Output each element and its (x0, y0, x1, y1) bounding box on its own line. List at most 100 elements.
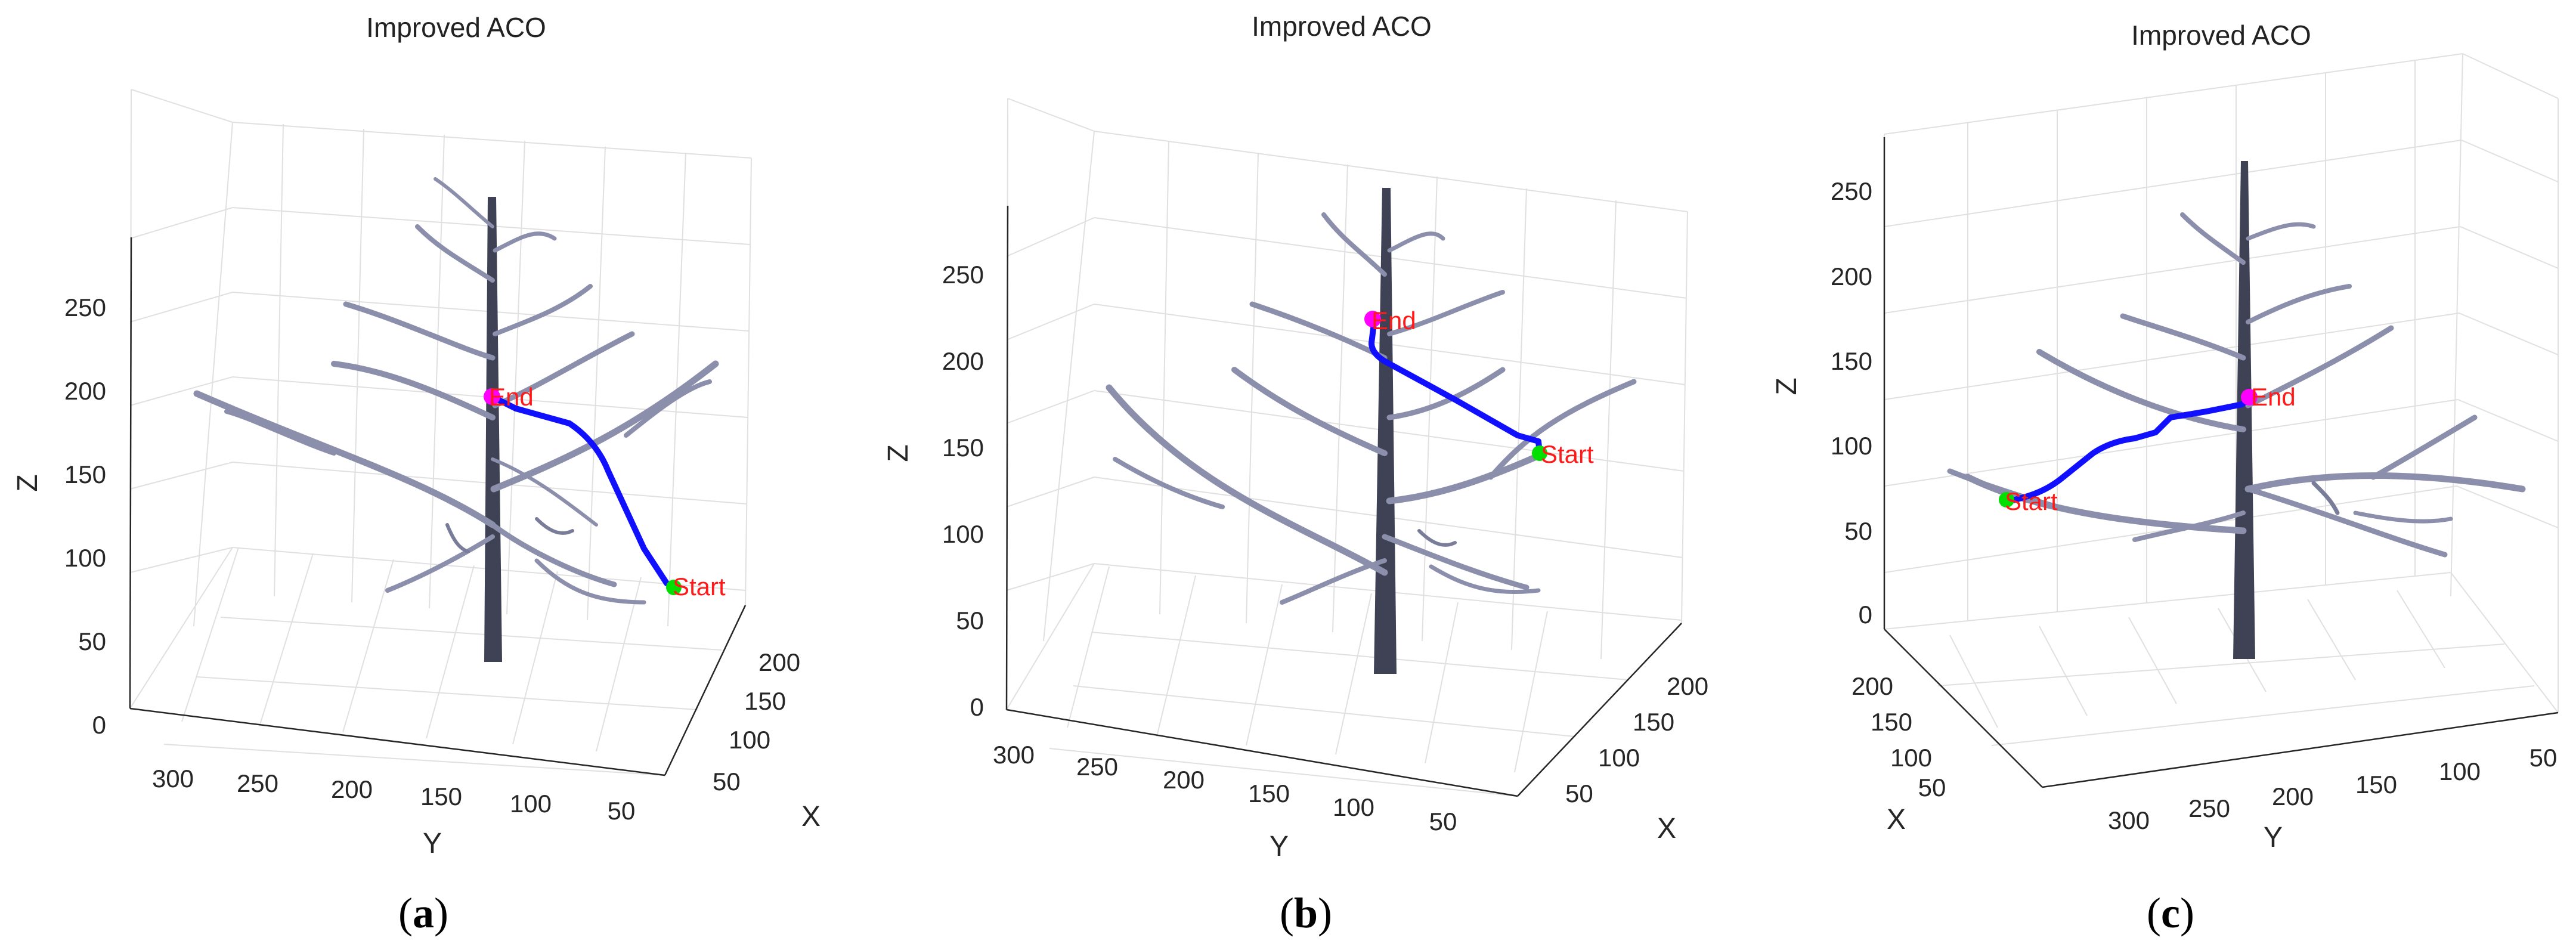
caption-a: (a) (398, 889, 448, 937)
panel-c-y-tick: 150 (2355, 770, 2397, 799)
panel-b-tree (1106, 188, 1637, 674)
panel-b-x-tick: 100 (1598, 744, 1640, 772)
panel-c-z-tick: 250 (1831, 177, 1872, 205)
panel-b-y-tick: 100 (1333, 793, 1374, 821)
panel-b-z-tick: 0 (970, 693, 984, 721)
panel-a-y-ticks: 300 250 200 150 100 50 (152, 765, 635, 825)
panel-c-start-label: Start (2005, 487, 2058, 515)
panel-a-start-label: Start (673, 573, 726, 601)
panel-c-axes (1883, 137, 2559, 788)
panel-c-x-tick: 150 (1871, 708, 1912, 736)
caption-c: (c) (2147, 889, 2194, 937)
panel-b-y-tick: 300 (993, 741, 1035, 769)
panel-a-end-label: End (489, 383, 534, 411)
panel-b-z-label: Z (883, 444, 914, 462)
panel-c-x-tick: 50 (1918, 773, 1946, 802)
panel-c-y-tick: 250 (2188, 794, 2230, 822)
panel-a-z-tick: 200 (64, 377, 106, 405)
panel-b-y-tick: 150 (1248, 779, 1290, 807)
panel-c-end-marker (2241, 389, 2258, 406)
panel-b-start-marker (1532, 445, 1547, 461)
panel-b-end-marker (1364, 311, 1381, 327)
panel-a-x-tick: 150 (744, 687, 786, 715)
panel-c-title: Improved ACO (2131, 20, 2311, 51)
panel-b-start-label: Start (1541, 440, 1594, 468)
panel-c-x-tick: 100 (1890, 744, 1932, 772)
panel-c-x-tick: 200 (1852, 672, 1893, 700)
panel-c-x-ticks: 200 150 100 50 (1852, 672, 1946, 802)
panel-b-x-ticks: 50 100 150 200 (1565, 672, 1708, 807)
panel-a-tree (193, 177, 719, 662)
panel-c-y-tick: 50 (2529, 744, 2558, 772)
panel-b-title: Improved ACO (1252, 11, 1432, 42)
panel-b-y-label: Y (1270, 831, 1289, 862)
panel-b-x-tick: 150 (1633, 708, 1674, 736)
panel-c-start-marker (1999, 492, 2014, 508)
panel-a-axes (129, 237, 747, 776)
panel-c-y-tick: 300 (2108, 806, 2150, 834)
panel-a-z-ticks: 0 50 100 150 200 250 (64, 293, 106, 739)
panel-b-x-tick: 200 (1667, 672, 1708, 700)
panel-b: Improved ACO (883, 11, 1708, 862)
panel-a-y-label: Y (423, 828, 442, 859)
panel-c-grid (1884, 53, 2559, 746)
panel-b-z-ticks: 0 50 100 150 200 250 (942, 261, 984, 721)
panel-c-y-label: Y (2264, 822, 2283, 853)
panel-a-z-tick: 250 (64, 293, 106, 321)
panel-a-grid (129, 89, 752, 776)
panel-c-z-tick: 200 (1831, 262, 1872, 290)
panel-b-axes (1005, 205, 1682, 797)
panel-a-y-tick: 150 (420, 782, 462, 810)
panel-a-y-tick: 200 (331, 775, 373, 803)
panel-a-y-tick: 300 (152, 765, 194, 793)
panel-a-x-tick: 100 (729, 726, 770, 754)
panel-c-z-tick: 0 (1859, 601, 1872, 629)
panel-a-end-marker (484, 388, 500, 405)
panel-a-z-tick: 100 (64, 544, 106, 572)
panel-a-title: Improved ACO (366, 12, 546, 43)
panel-a-y-tick: 250 (237, 769, 278, 797)
panel-b-grid (1006, 98, 1688, 797)
panel-c-z-tick: 50 (1844, 517, 1872, 545)
panel-b-z-tick: 250 (942, 261, 984, 289)
panel-c-y-tick: 200 (2272, 782, 2314, 810)
panel-a-y-tick: 100 (510, 790, 552, 818)
panel-c-tree (1947, 161, 2526, 659)
panel-c-z-tick: 100 (1831, 432, 1872, 460)
panel-b-z-tick: 150 (942, 434, 984, 462)
panel-a-z-tick: 50 (78, 627, 106, 655)
panel-b-z-tick: 100 (942, 520, 984, 548)
panel-a: Improved ACO (12, 12, 821, 859)
panel-b-y-tick: 250 (1076, 753, 1118, 781)
panel-b-x-tick: 50 (1565, 779, 1593, 807)
panel-a-z-tick: 150 (64, 460, 106, 488)
panel-c-z-label: Z (1771, 377, 1803, 395)
panel-b-y-tick: 50 (1429, 807, 1457, 835)
panel-b-z-tick: 200 (942, 347, 984, 375)
panel-c-z-ticks: 0 50 100 150 200 250 (1831, 177, 1872, 629)
panel-c-y-tick: 100 (2439, 757, 2481, 785)
panel-c-path (2004, 395, 2252, 505)
panel-a-x-tick: 50 (713, 768, 741, 796)
panel-a-x-tick: 200 (758, 648, 800, 676)
panel-c-y-ticks: 300 250 200 150 100 50 (2108, 744, 2557, 834)
panel-a-z-label: Z (12, 474, 44, 491)
panel-c-end-label: End (2251, 383, 2296, 411)
panel-a-x-ticks: 50 100 150 200 (713, 648, 800, 796)
panel-c-x-label: X (1887, 804, 1906, 835)
panel-a-y-tick: 50 (608, 797, 636, 825)
panel-a-path (489, 394, 677, 590)
panel-c: Improved ACO (1771, 20, 2559, 853)
panel-b-z-tick: 50 (956, 606, 984, 635)
panel-b-x-label: X (1657, 813, 1676, 844)
panel-b-path (1368, 316, 1543, 456)
panel-a-z-tick: 0 (92, 711, 106, 739)
panel-c-z-tick: 150 (1831, 347, 1872, 375)
panel-b-end-label: End (1371, 307, 1416, 335)
panel-b-y-ticks: 300 250 200 150 100 50 (993, 741, 1457, 835)
panel-a-start-marker (666, 580, 682, 595)
panel-b-y-tick: 200 (1163, 766, 1205, 794)
caption-b: (b) (1280, 889, 1332, 937)
panel-a-x-label: X (801, 801, 821, 833)
